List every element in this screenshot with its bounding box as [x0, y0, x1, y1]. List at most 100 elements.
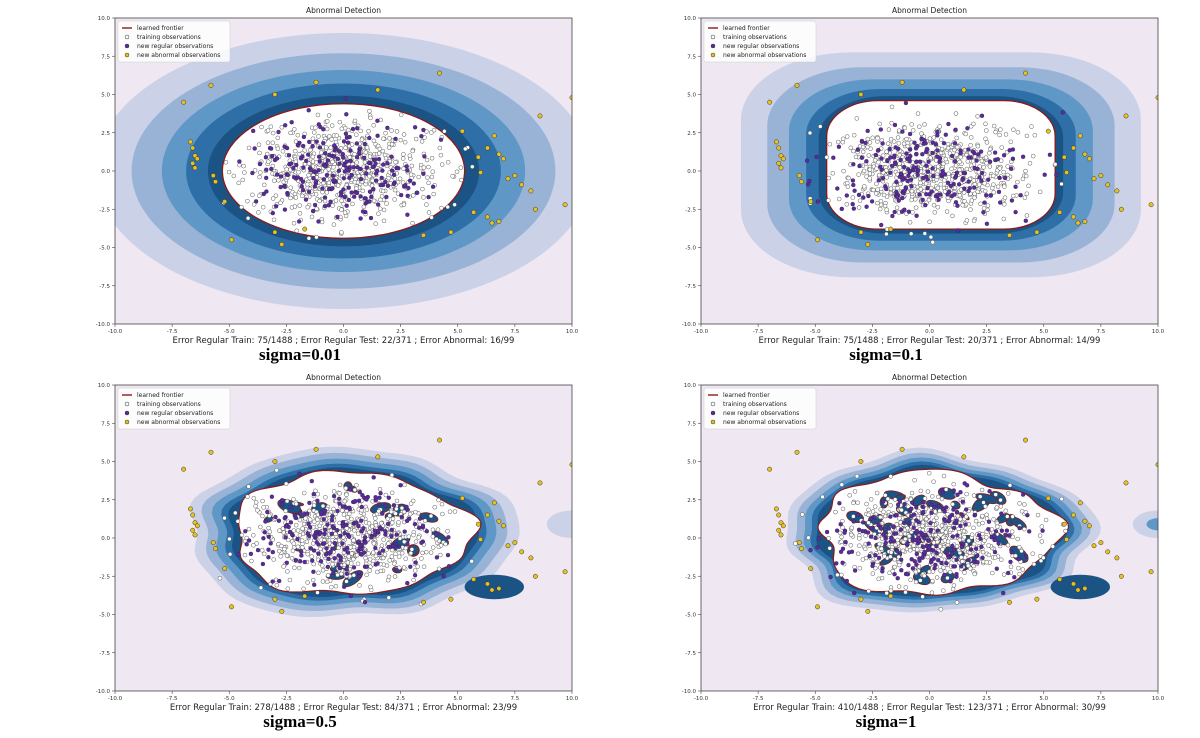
contour-chart: Abnormal Detection-10.0 -7.5 -5.0 -2.5 0.0 2.…: [96, 373, 579, 712]
regular-observation: [288, 161, 294, 166]
training-observation: [319, 219, 325, 225]
training-observation: [397, 536, 403, 541]
regular-observation: [411, 181, 416, 186]
abnormal-observation: [1023, 437, 1028, 443]
training-observation: [333, 583, 339, 589]
regular-observation: [925, 147, 930, 152]
training-observation: [889, 120, 894, 126]
abnormal-observation: [272, 596, 278, 602]
regular-observation: [951, 507, 956, 512]
training-observation: [281, 564, 286, 569]
abnormal-observation: [1064, 537, 1070, 542]
training-observation: [390, 516, 396, 522]
training-observation: [340, 508, 345, 513]
regular-observation: [979, 544, 984, 550]
training-observation: [396, 520, 401, 525]
training-observation: [854, 116, 859, 121]
training-observation: [953, 163, 959, 168]
abnormal-observation: [459, 128, 465, 134]
regular-observation: [894, 179, 899, 185]
regular-observation: [325, 522, 330, 527]
training-observation: [275, 135, 280, 141]
decision-band: [546, 510, 572, 538]
training-observation: [861, 149, 866, 155]
training-observation: [274, 467, 279, 473]
abnormal-observation: [496, 518, 502, 524]
training-observation: [806, 535, 811, 540]
training-observation: [870, 135, 875, 141]
training-observation: [376, 211, 381, 216]
training-observation: [930, 239, 935, 245]
training-observation: [428, 513, 434, 519]
training-observation: [903, 585, 908, 590]
training-observation: [366, 128, 371, 134]
training-observation: [259, 124, 264, 130]
regular-observation: [986, 519, 992, 524]
training-observation: [386, 595, 391, 600]
training-observation: [874, 166, 879, 171]
regular-observation: [976, 533, 982, 538]
y-tick-label: 5.0: [101, 93, 110, 99]
abnormal-observation: [1118, 206, 1124, 212]
regular-observation: [331, 546, 337, 551]
regular-observation: [330, 524, 335, 529]
training-observation: [994, 520, 1000, 526]
training-observation: [948, 527, 953, 533]
training-observation: [922, 573, 927, 579]
abnormal-observation: [1064, 170, 1070, 175]
regular-observation: [378, 182, 383, 188]
training-observation: [284, 481, 289, 487]
regular-observation: [322, 541, 327, 546]
legend-label: new abnormal observations: [723, 52, 806, 59]
regular-observation: [1008, 559, 1013, 565]
regular-observation: [255, 547, 261, 553]
regular-observation: [304, 158, 309, 164]
regular-observation: [417, 516, 423, 521]
abnormal-observation: [213, 179, 218, 185]
regular-observation: [930, 166, 935, 171]
training-observation: [429, 155, 435, 161]
training-observation: [445, 204, 450, 210]
training-observation: [362, 159, 368, 165]
regular-observation: [328, 549, 333, 554]
abnormal-observation: [1061, 521, 1067, 527]
training-observation: [383, 130, 388, 136]
regular-observation: [330, 186, 335, 191]
frontier-hole: [879, 556, 893, 566]
regular-observation: [351, 565, 357, 570]
regular-observation: [291, 165, 296, 171]
x-tick-label: -5.0: [810, 329, 821, 335]
chart-panel-sigma-1: Abnormal Detection -10.0 -7.5 -5.0 -2.5 0.0 2.…: [586, 367, 1186, 736]
chart-panel-sigma-0.1: Abnormal Detection -10.0 -7.5 -5.0 -2.5 0.0 2.…: [586, 0, 1186, 369]
abnormal-observation: [500, 523, 506, 529]
training-observation: [884, 149, 889, 154]
regular-observation: [835, 186, 840, 191]
regular-observation: [347, 134, 352, 140]
training-observation: [980, 549, 986, 555]
regular-observation: [355, 126, 360, 131]
regular-observation: [313, 179, 319, 184]
abnormal-observation: [773, 506, 779, 512]
regular-observation: [299, 184, 304, 189]
training-observation: [253, 503, 258, 509]
training-observation: [373, 522, 379, 528]
training-observation: [428, 550, 434, 555]
regular-observation: [914, 159, 919, 164]
regular-observation: [358, 194, 363, 199]
regular-observation: [975, 560, 980, 565]
regular-observation: [328, 199, 333, 204]
x-tick-label: 2.5: [982, 696, 991, 702]
training-observation: [442, 129, 447, 134]
training-observation: [1007, 483, 1013, 488]
abnormal-observation: [1071, 581, 1076, 587]
training-observation: [959, 555, 964, 560]
legend-label: learned frontier: [137, 392, 184, 399]
training-observation: [998, 127, 1003, 132]
x-tick-label: 10.0: [1152, 696, 1165, 702]
chart-panel-sigma-0.01: Abnormal Detection -10.0 -7.5 -5.0 -2.5 0.0 2.…: [0, 0, 600, 369]
training-observation: [320, 568, 326, 573]
abnormal-observation: [1071, 512, 1076, 518]
regular-observation: [975, 166, 980, 172]
regular-observation: [1040, 528, 1045, 533]
training-observation: [986, 543, 991, 548]
